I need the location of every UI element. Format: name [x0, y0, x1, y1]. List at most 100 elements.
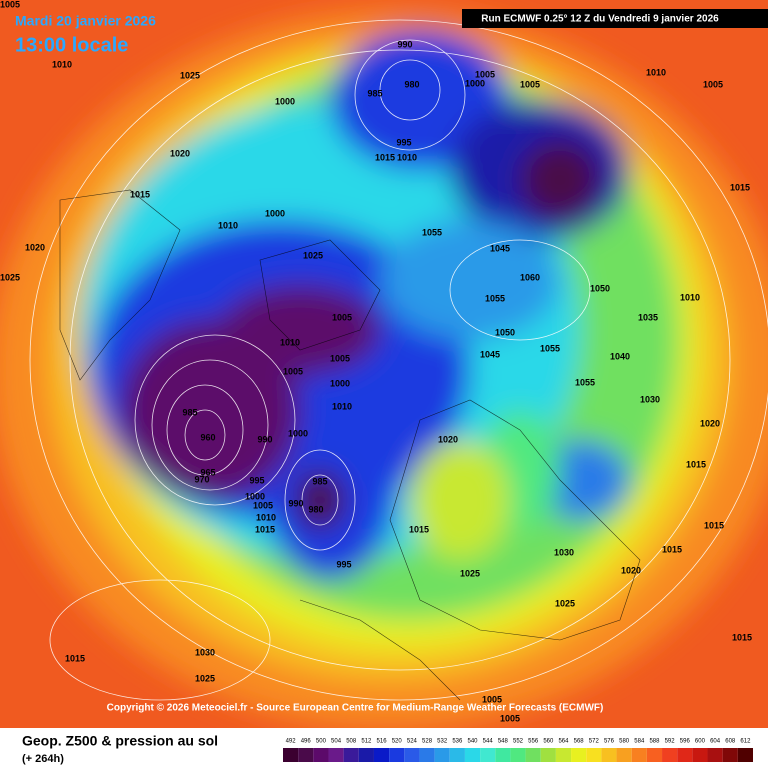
pressure-label: 990: [288, 498, 303, 508]
pressure-label: 1000: [245, 491, 265, 501]
scale-label: 580: [619, 739, 630, 745]
scale-swatch: [555, 748, 572, 762]
pressure-label: 1035: [638, 312, 658, 322]
pressure-label: 1020: [25, 242, 45, 252]
pressure-label: 1005: [253, 500, 273, 510]
scale-swatch: [495, 748, 511, 762]
pressure-label: 1015: [375, 152, 395, 162]
pressure-label: 995: [336, 559, 351, 569]
scale-swatch: [692, 748, 708, 762]
scale-swatch: [464, 748, 481, 762]
scale-label: 492: [286, 739, 297, 745]
scale-label: 556: [528, 739, 539, 745]
scale-swatch: [540, 748, 556, 762]
pressure-label: 1030: [195, 647, 215, 657]
scale-label: 524: [407, 739, 418, 745]
scale-label: 516: [377, 739, 388, 745]
pressure-label: 1010: [280, 337, 300, 347]
pressure-label: 1000: [275, 96, 295, 106]
pressure-label: 1015: [704, 520, 724, 530]
pressure-label: 1010: [332, 401, 352, 411]
scale-label: 544: [483, 739, 494, 745]
scale-swatch: [419, 748, 435, 762]
scale-swatch: [677, 748, 693, 762]
pressure-label: 1055: [422, 227, 442, 237]
scale-swatch: [631, 748, 647, 762]
pressure-label: 985: [312, 476, 327, 486]
pressure-label: 1020: [438, 434, 458, 444]
scale-label: 512: [361, 739, 372, 745]
scale-swatch: [313, 748, 329, 762]
pressure-label: 1060: [520, 272, 540, 282]
scale-label: 536: [452, 739, 463, 745]
scale-label: 520: [392, 739, 403, 745]
scale-swatch: [328, 748, 344, 762]
run-box: [462, 9, 768, 28]
pressure-label: 1055: [575, 377, 595, 387]
pressure-label: 1045: [480, 349, 500, 359]
scale-swatch: [343, 748, 359, 762]
pressure-label: 1010: [397, 152, 417, 162]
pressure-label: 1000: [330, 378, 350, 388]
pressure-label: 1015: [130, 189, 150, 199]
pressure-label: 1010: [680, 292, 700, 302]
scale-label: 600: [695, 739, 706, 745]
pressure-label: 985: [367, 88, 382, 98]
scale-label: 592: [665, 739, 676, 745]
pressure-label: 995: [396, 137, 411, 147]
scale-swatch: [525, 748, 541, 762]
pressure-label: 1005: [482, 694, 502, 704]
pressure-label: 1015: [255, 524, 275, 534]
scale-swatch: [662, 748, 678, 762]
scale-label: 588: [649, 739, 660, 745]
pressure-label: 1005: [283, 366, 303, 376]
scale-swatch: [601, 748, 617, 762]
scale-label: 604: [710, 739, 721, 745]
pressure-label: 1025: [555, 598, 575, 608]
pressure-label: 970: [194, 474, 209, 484]
pressure-label: 1010: [646, 67, 666, 77]
scale-swatch: [571, 748, 587, 762]
scale-swatch: [358, 748, 374, 762]
pressure-label: 1015: [732, 632, 752, 642]
pressure-label: 1015: [65, 653, 85, 663]
pressure-label: 980: [308, 504, 323, 514]
pressure-label: 1015: [730, 182, 750, 192]
pressure-label: 960: [200, 432, 215, 442]
pressure-label: 1020: [621, 565, 641, 575]
scale-label: 568: [574, 739, 585, 745]
copyright: Copyright © 2026 Meteociel.fr - Source E…: [107, 703, 604, 714]
scale-label: 572: [589, 739, 600, 745]
scale-swatch: [404, 748, 420, 762]
scale-swatch: [707, 748, 723, 762]
pressure-label: 1020: [700, 418, 720, 428]
pressure-label: 995: [249, 475, 264, 485]
scale-label: 532: [437, 739, 448, 745]
scale-label: 540: [468, 739, 479, 745]
scale-swatch: [373, 748, 390, 762]
run-info: Run ECMWF 0.25° 12 Z du Vendredi 9 janvi…: [481, 14, 719, 25]
scale-swatch: [480, 748, 496, 762]
pressure-label: 1050: [495, 327, 515, 337]
pressure-label: 1025: [195, 673, 215, 683]
pressure-label: 1005: [475, 69, 495, 79]
pressure-label: 1005: [332, 312, 352, 322]
pressure-label: 1000: [465, 78, 485, 88]
scale-swatch: [449, 748, 465, 762]
pressure-label: 1020: [170, 148, 190, 158]
scale-label: 500: [316, 739, 327, 745]
pressure-label: 1005: [520, 79, 540, 89]
pressure-label: 1015: [662, 544, 682, 554]
scale-label: 548: [498, 739, 509, 745]
pressure-label: 1000: [288, 428, 308, 438]
pressure-label: 1005: [703, 79, 723, 89]
scale-label: 528: [422, 739, 433, 745]
pressure-label: 990: [397, 39, 412, 49]
scale-label: 552: [513, 739, 524, 745]
pressure-label: 1005: [0, 0, 20, 9]
pressure-label: 1015: [686, 459, 706, 469]
scale-label: 608: [725, 739, 736, 745]
scale-label: 612: [740, 739, 751, 745]
